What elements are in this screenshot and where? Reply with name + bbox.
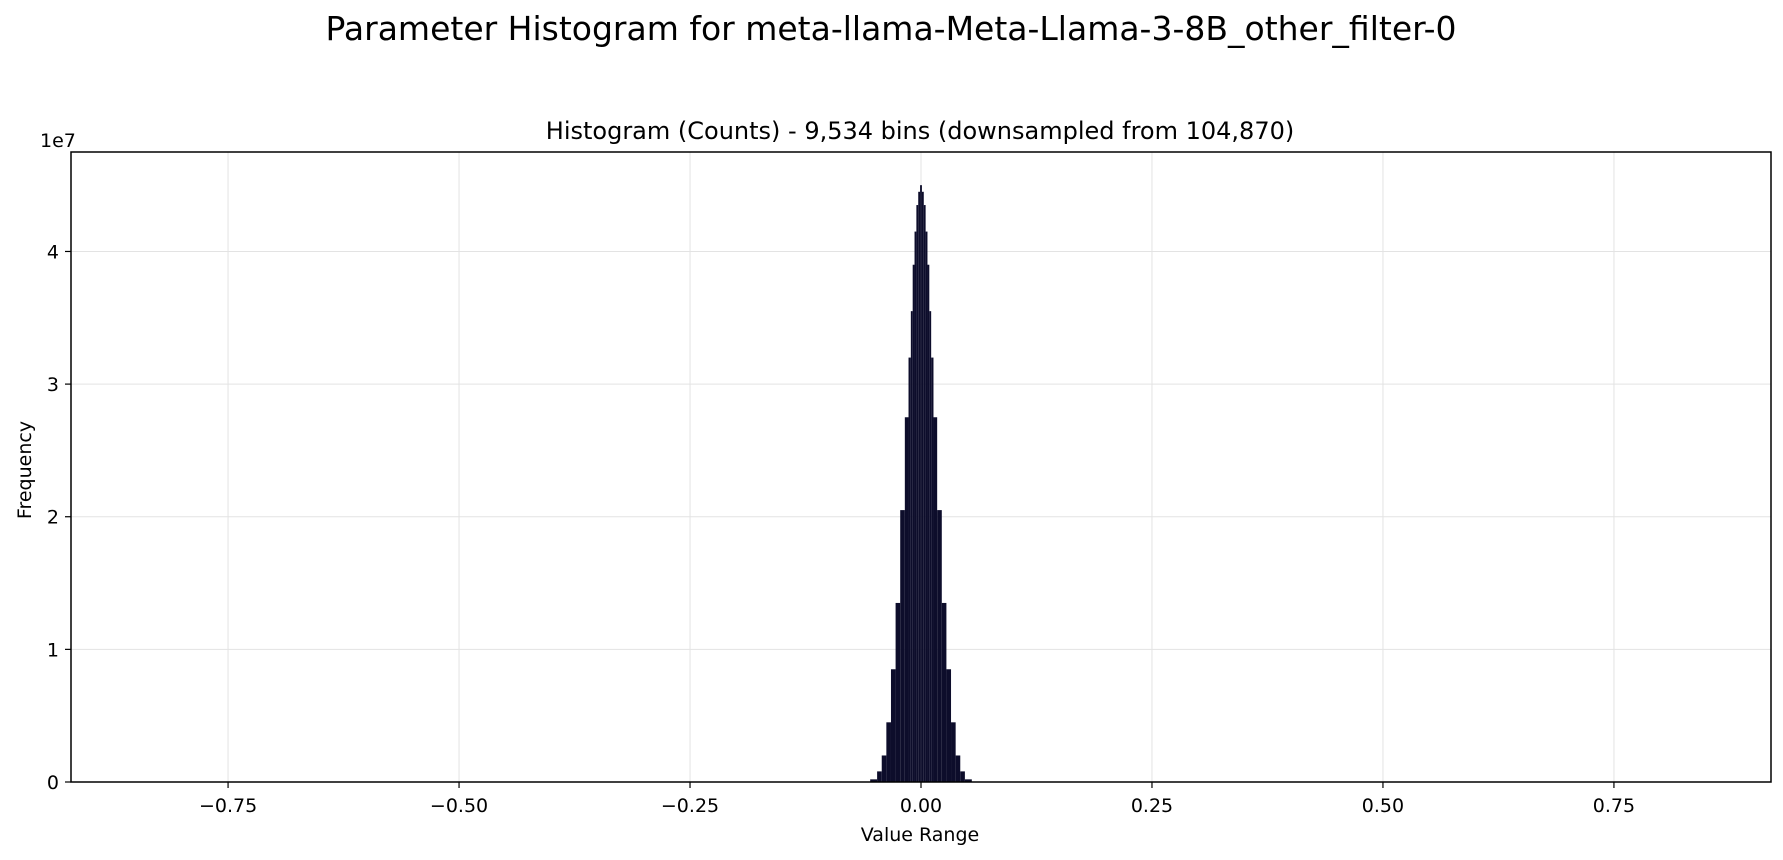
histogram-bar <box>925 231 928 782</box>
histogram-bar <box>951 722 956 782</box>
histogram-bar <box>960 771 965 782</box>
x-tick-label: 0.75 <box>1593 795 1635 817</box>
histogram-bar <box>890 669 896 782</box>
histogram-bar <box>937 510 942 782</box>
chart-title: Histogram (Counts) - 9,534 bins (downsam… <box>546 117 1294 145</box>
histogram-bar <box>908 357 911 782</box>
y-tick-label: 4 <box>47 241 59 263</box>
y-tick-label: 3 <box>47 374 59 396</box>
histogram-bar <box>910 311 913 782</box>
histogram-bar <box>927 264 930 783</box>
histogram-bar <box>921 191 924 782</box>
histogram-bar <box>881 755 887 782</box>
histogram-bar <box>904 417 909 782</box>
histogram-bar <box>900 510 905 782</box>
histogram-bars <box>870 185 972 783</box>
plot-frame <box>70 151 1772 783</box>
x-tick-label: −0.75 <box>199 795 257 817</box>
histogram-bar <box>923 205 926 783</box>
y-offset-label: 1e7 <box>40 130 76 152</box>
histogram-bar <box>877 771 882 782</box>
histogram-bar <box>870 779 878 782</box>
x-tick-label: −0.25 <box>661 795 719 817</box>
histogram-bar <box>929 311 932 782</box>
y-axis-ticks: 0 1 2 3 4 <box>47 241 71 794</box>
x-axis-label: Value Range <box>861 824 979 846</box>
x-tick-label: 0.50 <box>1362 795 1404 817</box>
histogram-bar <box>895 602 901 782</box>
x-tick-label: 0.00 <box>900 795 942 817</box>
y-tick-label: 1 <box>47 639 59 661</box>
x-tick-label: 0.25 <box>1131 795 1173 817</box>
histogram-bar <box>941 602 947 782</box>
figure-suptitle: Parameter Histogram for meta-llama-Meta-… <box>326 9 1457 48</box>
histogram-bar <box>886 722 891 782</box>
histogram-bar <box>920 185 922 782</box>
histogram-bar <box>933 417 938 782</box>
y-tick-label: 2 <box>47 507 59 529</box>
histogram-bar <box>918 191 921 782</box>
histogram-bar <box>964 779 972 782</box>
histogram-bar <box>912 264 915 783</box>
histogram-bar <box>931 357 934 782</box>
histogram-bar <box>946 669 952 782</box>
histogram-bar <box>955 755 961 782</box>
histogram-bar <box>916 205 919 783</box>
histogram-bar <box>914 231 917 782</box>
y-tick-label: 0 <box>47 772 59 794</box>
x-axis-ticks: −0.75 −0.50 −0.25 0.00 0.25 0.50 0.75 <box>199 782 1635 817</box>
y-axis-label: Frequency <box>14 421 36 519</box>
x-tick-label: −0.50 <box>430 795 488 817</box>
